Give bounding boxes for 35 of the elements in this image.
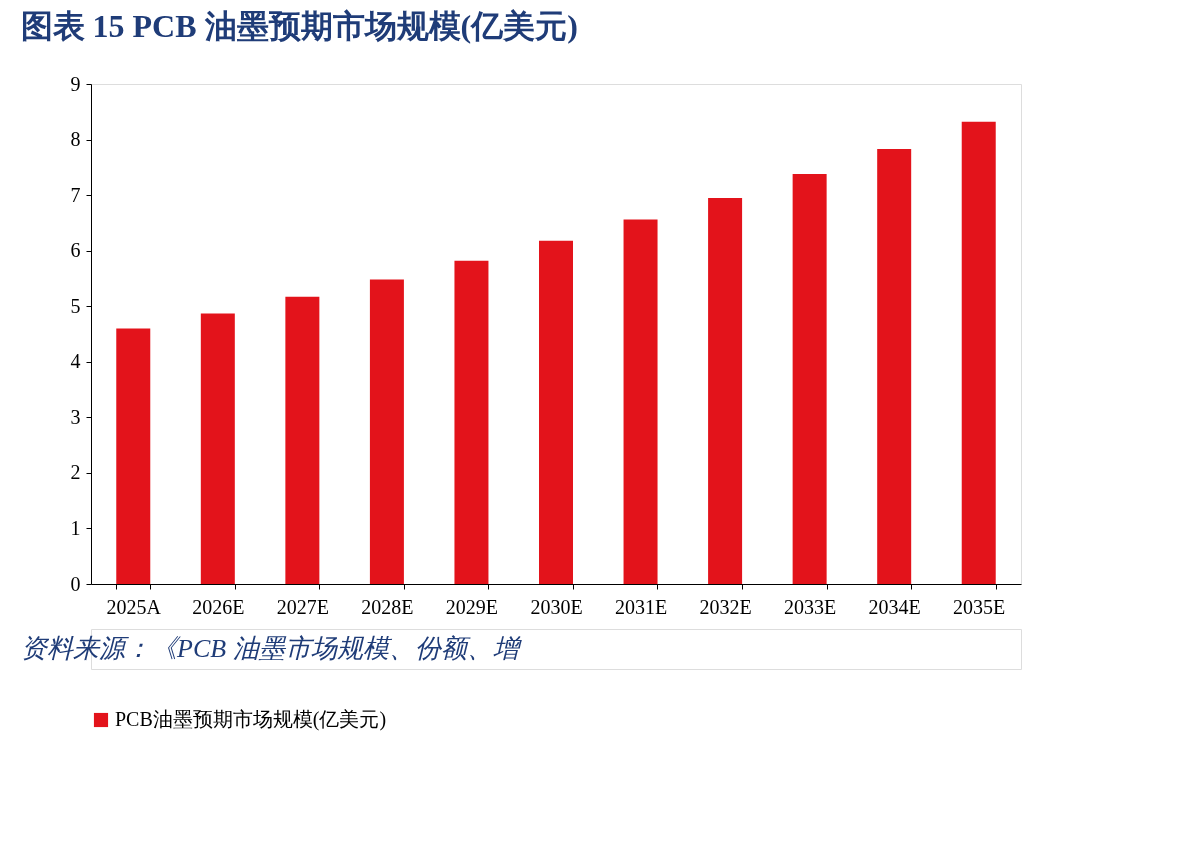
y-tick-label: 3 (70, 405, 81, 428)
bar (623, 219, 658, 584)
bar (369, 279, 404, 584)
legend-label: PCB油墨预期市场规模(亿美元) (115, 708, 387, 731)
y-tick-label: 1 (70, 516, 81, 539)
bar (708, 197, 743, 584)
y-tick-label: 2 (70, 461, 81, 484)
text: 资料来源：《PCB 油墨市场规模、份额、增 (21, 634, 522, 663)
x-tick-label: 2027E (276, 595, 329, 618)
x-tick-label: 2030E (530, 595, 583, 618)
x-tick-label: 2025A (106, 595, 162, 618)
chart-title: 图表 15 PCB 油墨预期市场规模(亿美元) (20, 7, 578, 44)
y-tick-label: 4 (70, 350, 81, 373)
y-tick-label: 6 (70, 239, 81, 262)
x-tick-label: 2032E (699, 595, 752, 618)
y-tick-label: 8 (70, 128, 81, 151)
bar (961, 121, 996, 584)
y-tick-label: 5 (70, 294, 81, 317)
y-tick-label: 7 (70, 183, 81, 206)
bar (792, 174, 827, 584)
bar (454, 260, 489, 584)
y-tick-label: 0 (70, 572, 81, 595)
bar (200, 313, 235, 584)
x-tick-label: 2033E (784, 595, 837, 618)
bar (539, 240, 573, 584)
bar (116, 328, 151, 584)
x-tick-label: 2034E (868, 595, 921, 618)
y-tick-label: 9 (70, 72, 81, 95)
bar (285, 296, 320, 584)
x-tick-label: 2035E (953, 595, 1006, 618)
x-tick-label: 2031E (614, 595, 668, 618)
x-tick-label: 2028E (361, 595, 414, 618)
bar (877, 149, 912, 584)
x-tick-label: 2029E (445, 595, 499, 618)
x-tick-label: 2026E (192, 595, 245, 618)
